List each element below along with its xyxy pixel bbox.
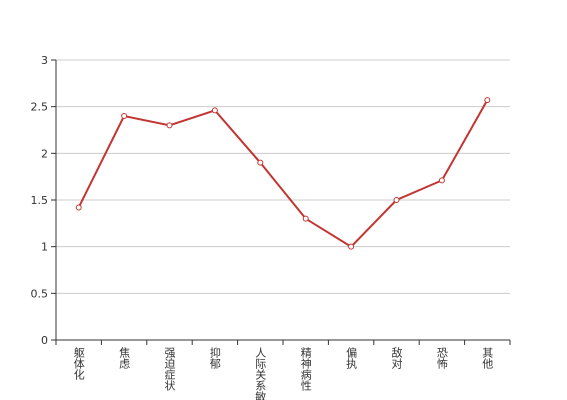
point (211, 107, 218, 114)
y-tick-label: 0 (41, 334, 48, 347)
point (484, 97, 491, 104)
point (348, 243, 355, 250)
y-tick-label: 1.5 (31, 194, 49, 207)
y-tick-label: 3 (41, 54, 48, 67)
x-tick-label: 人际关系敏感 (254, 347, 267, 400)
point (393, 197, 400, 203)
x-tick-label: 焦虑 (118, 347, 131, 369)
x-tick-label: 偏执 (345, 346, 358, 370)
x-tick-label: 躯体化 (72, 347, 85, 381)
x-tick-label: 敌对 (390, 346, 403, 369)
y-tick-label: 2 (41, 147, 48, 160)
y-tick-label: 2.5 (31, 101, 49, 114)
x-tick-label: 抑郁 (208, 346, 221, 369)
point (438, 177, 445, 184)
point (257, 159, 264, 166)
point (166, 122, 173, 129)
x-tick-label: 强迫症状 (163, 347, 176, 391)
point (75, 204, 82, 211)
point (121, 113, 128, 119)
y-tick-label: 0.5 (31, 287, 49, 300)
line (77, 99, 489, 248)
x-tick-label: 其他 (481, 347, 494, 369)
x-tick-label: 精神病性 (299, 347, 312, 392)
y-tick-label: 1 (41, 241, 48, 254)
x-tick-label: 恐怖 (435, 347, 448, 369)
point (302, 215, 309, 222)
